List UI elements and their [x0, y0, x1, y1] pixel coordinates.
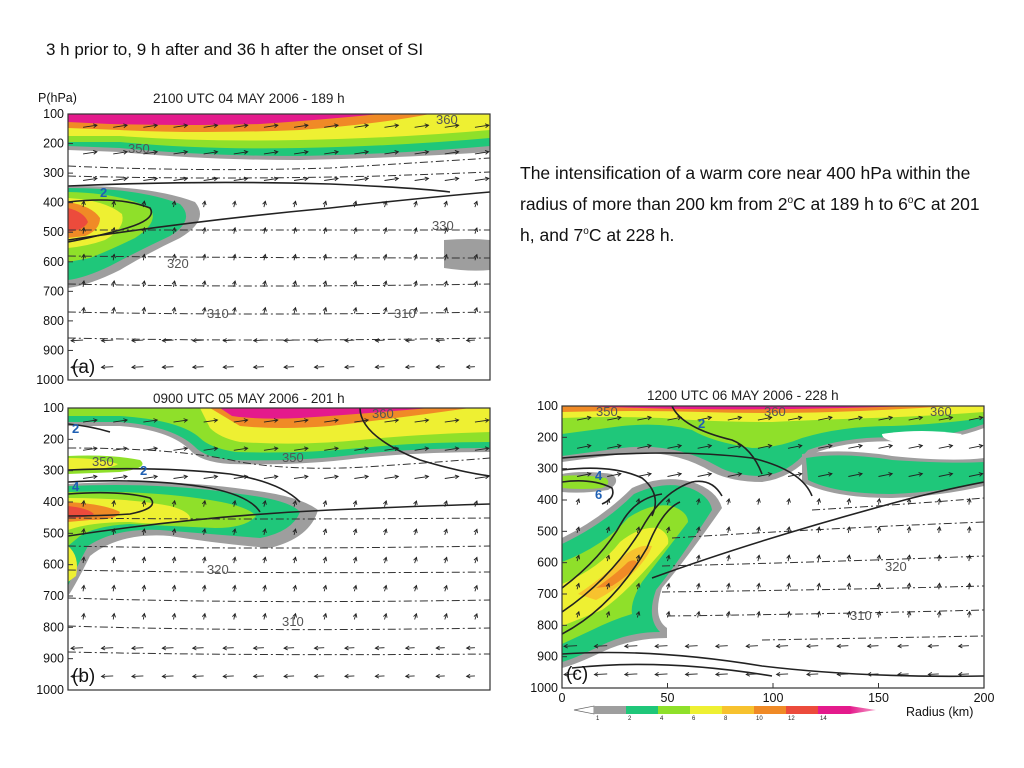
theta-label: 310	[282, 614, 304, 629]
theta-label: 350	[92, 454, 114, 469]
theta-label: 360	[764, 404, 786, 419]
y-tick-label: 200	[43, 432, 64, 446]
colorbar-label: 14	[820, 716, 827, 722]
colorbar-swatch	[626, 706, 658, 714]
panel-a-title: 2100 UTC 04 MAY 2006 - 189 h	[153, 91, 345, 106]
slide-heading: 3 h prior to, 9 h after and 36 h after t…	[46, 40, 424, 59]
theta-label: 310	[394, 306, 416, 321]
theta-label: 360	[436, 112, 458, 127]
y-tick-label: 1000	[36, 683, 64, 697]
theta-label: 350	[128, 141, 150, 156]
theta-label: 310	[207, 306, 229, 321]
description-part: C at 201 h, and 7	[520, 194, 980, 245]
y-tick-label: 300	[43, 166, 64, 180]
x-tick-label: 100	[763, 691, 784, 705]
y-tick-label: 800	[43, 314, 64, 328]
x-tick-label: 200	[974, 691, 995, 705]
theta-label: 360	[930, 404, 952, 419]
x-tick-label: 0	[559, 691, 566, 705]
colorbar-label: 4	[660, 716, 664, 722]
colorbar-label: 1	[596, 716, 600, 722]
panel-a-chart: P(hPa) 2100 UTC 04 MAY 2006 - 189 h	[36, 91, 491, 387]
theta-label: 310	[850, 608, 872, 623]
y-tick-label: 400	[43, 495, 64, 509]
degree-sup: o	[907, 195, 914, 207]
y-tick-label: 400	[43, 196, 64, 210]
colorbar-label: 12	[788, 716, 795, 722]
y-tick-label: 1000	[530, 681, 558, 695]
panel-c-chart: 1200 UTC 06 MAY 2006 - 228 h	[530, 388, 995, 722]
colorbar-label: 2	[628, 716, 632, 722]
description-part: C at 228 h.	[588, 225, 675, 245]
colorbar: 1 2 4 6 8 10 12 14	[573, 705, 876, 722]
panel-b-chart: 0900 UTC 05 MAY 2006 - 201 h	[36, 391, 491, 697]
y-tick-label: 200	[537, 430, 558, 444]
description-text: The intensification of a warm core near …	[520, 158, 990, 251]
y-tick-label: 700	[43, 284, 64, 298]
y-tick-label: 800	[43, 620, 64, 634]
y-tick-label: 100	[43, 107, 64, 121]
y-tick-label: 800	[537, 618, 558, 632]
description-part: C at 189 h to 6	[793, 194, 908, 214]
y-tick-label: 300	[537, 462, 558, 476]
x-axis-label: Radius (km)	[906, 705, 973, 719]
warm-core-label: 4	[72, 479, 80, 494]
colorbar-swatch	[818, 706, 850, 714]
y-tick-label: 500	[43, 225, 64, 239]
y-tick-label: 900	[43, 343, 64, 357]
description-part: The intensification of a warm core near …	[520, 163, 971, 214]
y-tick-label: 600	[537, 556, 558, 570]
theta-label: 360	[372, 406, 394, 421]
x-tick-label: 150	[868, 691, 889, 705]
degree-sup: o	[583, 226, 589, 238]
panel-c-title: 1200 UTC 06 MAY 2006 - 228 h	[647, 388, 839, 403]
panel-a-label: (a)	[72, 357, 95, 378]
y-tick-label: 900	[43, 652, 64, 666]
panel-b-label: (b)	[72, 666, 95, 687]
y-tick-label: 1000	[36, 373, 64, 387]
theta-label: 350	[596, 404, 618, 419]
colorbar-swatch	[594, 706, 626, 714]
warm-core-label: 2	[140, 463, 147, 478]
y-tick-label: 100	[43, 401, 64, 415]
colorbar-label: 6	[692, 716, 696, 722]
y-tick-label: 700	[43, 589, 64, 603]
colorbar-swatch	[754, 706, 786, 714]
y-tick-label: 400	[537, 493, 558, 507]
colorbar-swatch	[786, 706, 818, 714]
warm-core-label: 2	[100, 185, 107, 200]
panel-b-title: 0900 UTC 05 MAY 2006 - 201 h	[153, 391, 345, 406]
x-tick-label: 50	[661, 691, 675, 705]
warm-core-label: 2	[698, 416, 705, 431]
colorbar-swatch	[690, 706, 722, 714]
warm-core-label: 2	[72, 421, 79, 436]
colorbar-swatch	[658, 706, 690, 714]
colorbar-label: 10	[756, 716, 763, 722]
y-tick-label: 600	[43, 558, 64, 572]
theta-label: 320	[885, 559, 907, 574]
theta-label: 320	[207, 562, 229, 577]
theta-label: 330	[432, 218, 454, 233]
y-tick-label: 500	[43, 526, 64, 540]
colorbar-label: 8	[724, 716, 728, 722]
y-tick-label: 700	[537, 587, 558, 601]
y-tick-label: 100	[537, 399, 558, 413]
y-tick-label: 500	[537, 524, 558, 538]
y-axis-label: P(hPa)	[38, 91, 77, 105]
y-tick-label: 900	[537, 650, 558, 664]
degree-sup: o	[787, 195, 794, 207]
warm-core-label: 4	[595, 468, 603, 483]
y-tick-label: 600	[43, 255, 64, 269]
y-tick-label: 200	[43, 137, 64, 151]
warm-core-label: 6	[595, 487, 602, 502]
panel-c-label: (c)	[566, 664, 588, 685]
colorbar-swatch	[722, 706, 754, 714]
theta-label: 320	[167, 256, 189, 271]
theta-label: 350	[282, 450, 304, 465]
y-tick-label: 300	[43, 464, 64, 478]
